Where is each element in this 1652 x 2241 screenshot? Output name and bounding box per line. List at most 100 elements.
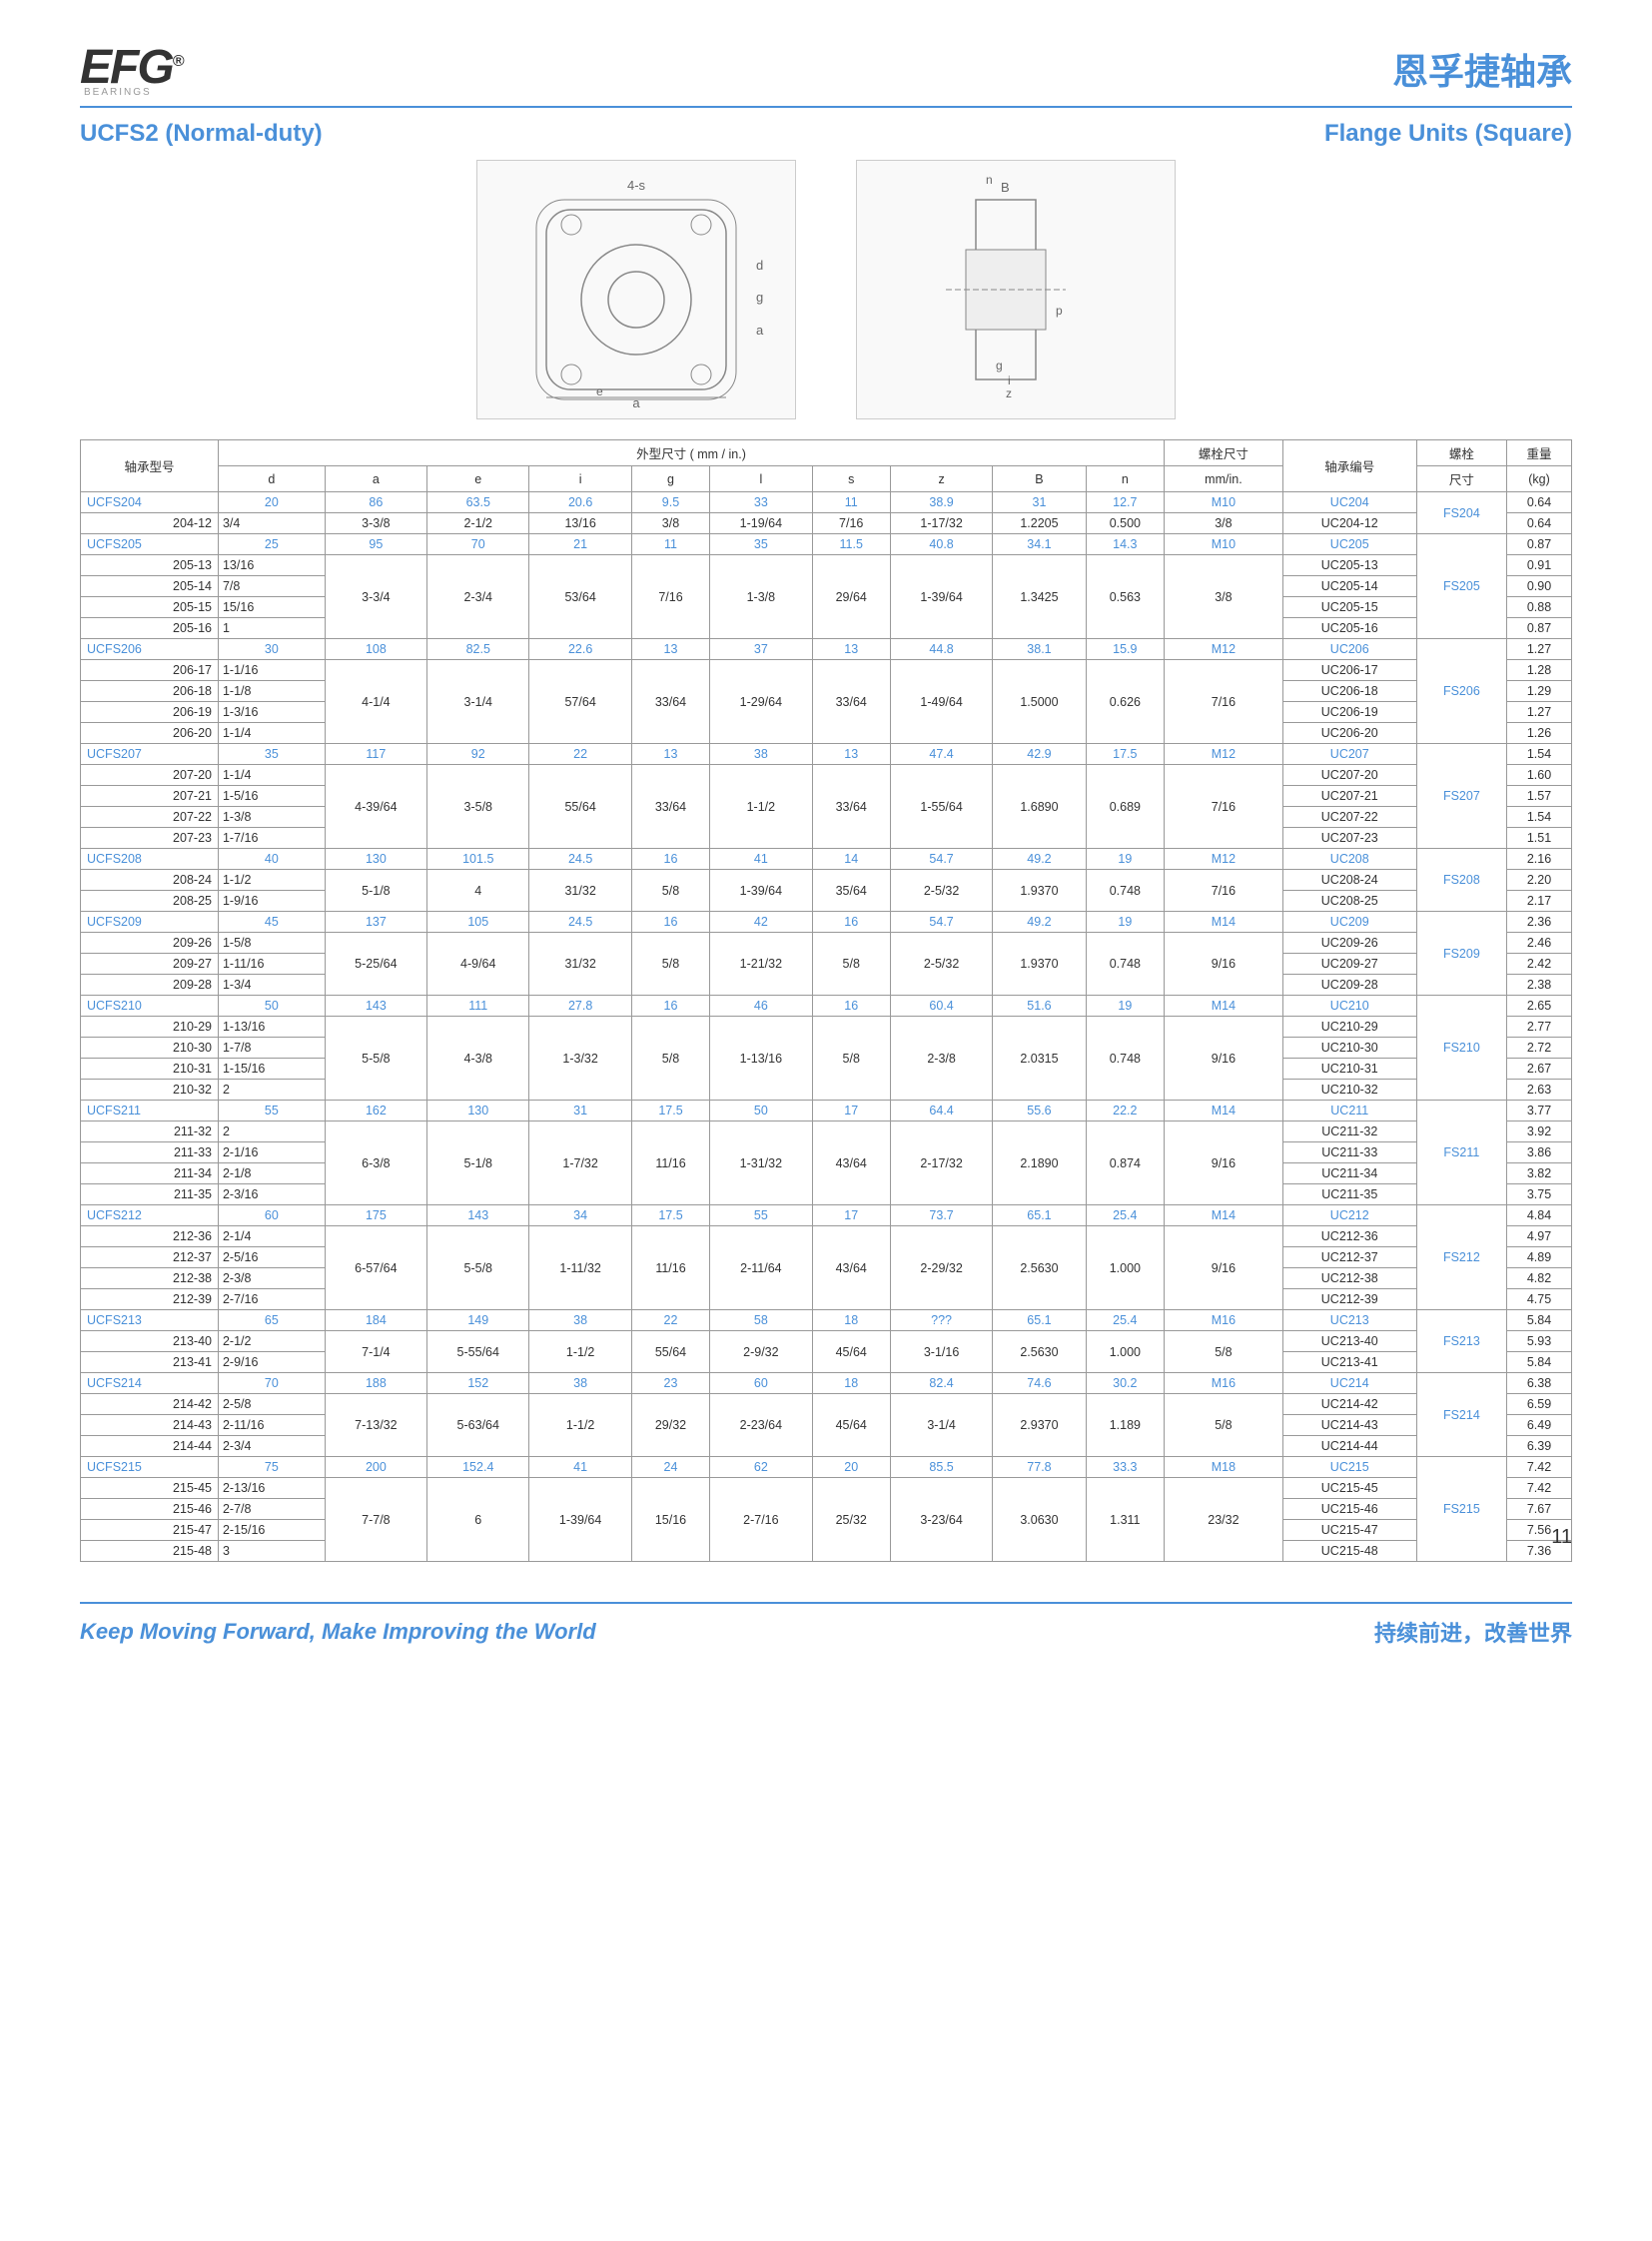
bearing-no: UC206-19 [1282,702,1416,723]
in-val: 2-9/32 [710,1331,812,1373]
in-val: 0.748 [1086,870,1164,912]
sub-model: 208-25 [81,891,219,912]
bearing-no: UC211-34 [1282,1163,1416,1184]
mm-val: 37 [710,639,812,660]
in-val: 5/8 [631,870,709,912]
mm-val: 130 [325,849,426,870]
weight: 2.36 [1507,912,1572,933]
d-val: 2-3/4 [218,1436,325,1457]
in-val: 1-17/32 [890,513,992,534]
svg-text:d: d [756,258,763,273]
sub-model: 215-45 [81,1478,219,1499]
mm-val: 152 [427,1373,529,1394]
in-val: 1-1/2 [529,1331,631,1373]
in-val: 2-17/32 [890,1121,992,1205]
in-val: 1-1/2 [529,1394,631,1457]
d-val: 2-5/16 [218,1247,325,1268]
mm-val: M16 [1165,1310,1283,1331]
mm-val: 82.5 [427,639,529,660]
in-val: 2-3/8 [890,1017,992,1101]
in-val: 11/16 [631,1226,709,1310]
in-val: 1.3425 [993,555,1086,639]
th-mm: mm/in. [1165,466,1283,492]
mm-val: 49.2 [993,849,1086,870]
bolt-size: FS207 [1416,744,1506,849]
in-val: 43/64 [812,1121,890,1205]
in-val: 9/16 [1165,933,1283,996]
in-val: 55/64 [631,1331,709,1373]
model-name: UCFS212 [81,1205,219,1226]
sub-model: 206-19 [81,702,219,723]
sub-model: 205-13 [81,555,219,576]
d-val: 1-1/4 [218,765,325,786]
mm-val: 149 [427,1310,529,1331]
in-val: 1-55/64 [890,765,992,849]
d-val: 2-3/8 [218,1268,325,1289]
in-val: 2-1/2 [427,513,529,534]
sub-model: 207-23 [81,828,219,849]
mm-val: 20 [218,492,325,513]
mm-val: M14 [1165,1205,1283,1226]
bolt-size: FS208 [1416,849,1506,912]
svg-text:g: g [996,359,1003,373]
mm-val: 27.8 [529,996,631,1017]
weight: 0.88 [1507,597,1572,618]
weight: 4.97 [1507,1226,1572,1247]
sub-model: 211-35 [81,1184,219,1205]
page-footer: Keep Moving Forward, Make Improving the … [80,1602,1572,1648]
mm-val: 22.2 [1086,1101,1164,1121]
in-val: 3/8 [1165,513,1283,534]
bearing-no: UC207-23 [1282,828,1416,849]
bearing-no: UC205-13 [1282,555,1416,576]
d-val: 1-1/4 [218,723,325,744]
th-d: d [218,466,325,492]
bearing-no: UC206-17 [1282,660,1416,681]
mm-val: 12.7 [1086,492,1164,513]
in-val: 45/64 [812,1394,890,1457]
bearing-no: UC215-47 [1282,1520,1416,1541]
mm-val: 17 [812,1101,890,1121]
mm-val: 41 [710,849,812,870]
mm-val: 25 [218,534,325,555]
bearing-no: UC213-41 [1282,1352,1416,1373]
th-i: i [529,466,631,492]
model-name: UCFS207 [81,744,219,765]
mm-val: 55 [710,1205,812,1226]
mm-val: 73.7 [890,1205,992,1226]
sub-model: 205-14 [81,576,219,597]
in-val: 1-29/64 [710,660,812,744]
mm-val: 65 [218,1310,325,1331]
d-val: 2-13/16 [218,1478,325,1499]
bearing-no: UC208-24 [1282,870,1416,891]
bolt-size: FS215 [1416,1457,1506,1562]
in-val: 31/32 [529,933,631,996]
mm-val: 143 [427,1205,529,1226]
in-val: 1-7/32 [529,1121,631,1205]
mm-val: 137 [325,912,426,933]
in-val: 11/16 [631,1121,709,1205]
in-val: 2-7/16 [710,1478,812,1562]
d-val: 2-15/16 [218,1520,325,1541]
mm-val: 82.4 [890,1373,992,1394]
bearing-no: UC211-35 [1282,1184,1416,1205]
mm-val: 33 [710,492,812,513]
bearing-no: UC206 [1282,639,1416,660]
mm-val: 46 [710,996,812,1017]
weight: 3.86 [1507,1142,1572,1163]
model-name: UCFS204 [81,492,219,513]
bearing-no: UC214-43 [1282,1415,1416,1436]
bearing-no: UC205 [1282,534,1416,555]
d-val: 1-3/4 [218,975,325,996]
mm-val: 22.6 [529,639,631,660]
bearing-no: UC212-39 [1282,1289,1416,1310]
weight: 7.42 [1507,1478,1572,1499]
technical-diagrams: 4-s a g d a e B n p i z g [80,160,1572,419]
in-val: 2-5/32 [890,933,992,996]
d-val: 1-3/16 [218,702,325,723]
bearing-no: UC212-38 [1282,1268,1416,1289]
in-val: 1-39/64 [890,555,992,639]
mm-val: 34.1 [993,534,1086,555]
d-val: 1-13/16 [218,1017,325,1038]
bearing-no: UC209-28 [1282,975,1416,996]
in-val: 9/16 [1165,1017,1283,1101]
